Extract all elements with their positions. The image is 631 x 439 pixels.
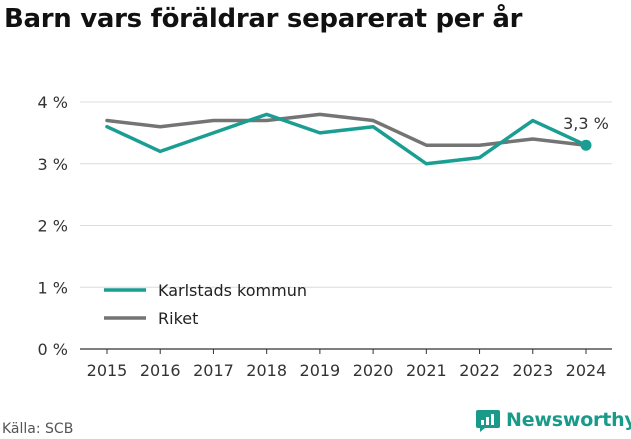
x-tick-label: 2018: [246, 361, 287, 380]
annotation-label: 3,3 %: [563, 114, 609, 133]
x-axis: 2015 2016 2017 2018 2019 2020 2021 2022 2023 2024: [80, 348, 612, 380]
y-tick-label: 2 %: [38, 217, 68, 236]
brand-name: Newsworthy: [506, 409, 631, 431]
line-chart: 0 % 1 % 2 % 3 % 4 % 2015 2016 2017 2018 2019 2020…: [38, 93, 612, 380]
x-tick-label: 2019: [300, 361, 341, 380]
brand-logo-group: Newsworthy: [475, 408, 631, 432]
series-lines: [105, 112, 588, 166]
legend: Karlstads kommun Riket: [104, 281, 307, 328]
source-note: Källa: SCB: [2, 421, 74, 437]
annotations: 3,3 %: [563, 114, 609, 151]
newsworthy-logo-icon: [476, 410, 500, 432]
y-tick-label: 3 %: [38, 155, 68, 174]
x-tick-label: 2017: [193, 361, 234, 380]
y-tick-label: 1 %: [38, 278, 68, 297]
y-tick-label: 0 %: [38, 340, 68, 359]
legend-label: Karlstads kommun: [158, 281, 307, 300]
annotation-point: [580, 139, 592, 151]
x-tick-label: 2016: [140, 361, 181, 380]
y-axis-tick-labels: 0 % 1 % 2 % 3 % 4 %: [38, 93, 68, 359]
series-line-karlstads-kommun: [105, 112, 588, 166]
x-tick-label: 2024: [566, 361, 607, 380]
gridlines: [80, 101, 612, 288]
chart-title: Barn vars föräldrar separerat per år: [4, 4, 523, 34]
series-line-riket: [105, 112, 588, 147]
x-tick-label: 2020: [353, 361, 394, 380]
legend-label: Riket: [158, 309, 198, 328]
y-tick-label: 4 %: [38, 93, 68, 112]
x-tick-label: 2023: [512, 361, 553, 380]
x-tick-label: 2015: [87, 361, 128, 380]
x-tick-label: 2022: [459, 361, 500, 380]
x-tick-label: 2021: [406, 361, 447, 380]
